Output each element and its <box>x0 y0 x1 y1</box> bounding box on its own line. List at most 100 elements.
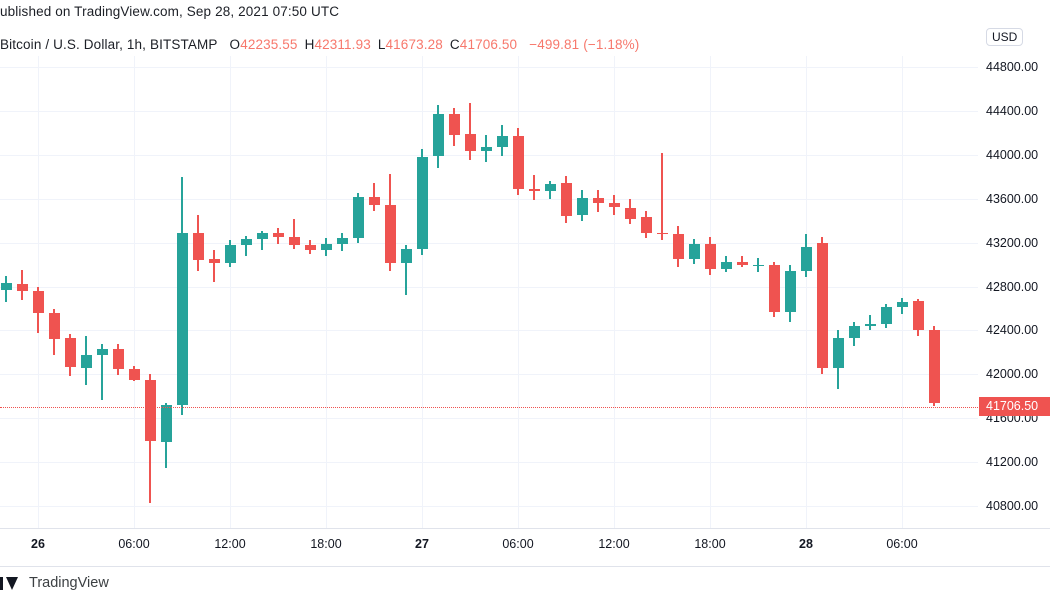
low-key: L <box>377 37 386 52</box>
candle-body <box>848 326 860 339</box>
gridline-vertical <box>422 56 423 528</box>
gridline-vertical <box>518 56 519 528</box>
candle-body <box>624 207 636 219</box>
time-tick-label: 26 <box>31 537 45 551</box>
time-tick-label: 18:00 <box>694 537 726 551</box>
candle-body <box>688 243 700 260</box>
change-value: −499.81 (−1.18%) <box>529 37 640 52</box>
time-tick-label: 27 <box>415 537 429 551</box>
candle-wick <box>261 230 263 251</box>
time-tick-label: 06:00 <box>118 537 150 551</box>
candle-body <box>224 244 236 264</box>
candle-body <box>928 330 940 403</box>
low-value: 41673.28 <box>385 37 443 52</box>
time-axis[interactable]: 26 06:00 12:00 18:00 27 06:00 12:00 18:00 28 06:0… <box>0 529 1050 566</box>
price-tick-label: 44800.00 <box>986 60 1039 74</box>
current-price-badge: 41706.50 <box>979 397 1050 416</box>
gridline-horizontal <box>0 154 978 156</box>
candle-body <box>480 147 492 152</box>
candle-body <box>384 205 396 264</box>
gridline-vertical <box>614 56 615 528</box>
price-tick-label: 40800.00 <box>986 499 1039 513</box>
candle-body <box>160 405 172 443</box>
candle-body <box>448 114 460 136</box>
candle-body <box>896 301 908 308</box>
gridline-horizontal <box>0 506 978 507</box>
candlestick-series <box>0 56 978 528</box>
candle-body <box>560 183 572 217</box>
price-tick-label: 41200.00 <box>986 455 1039 470</box>
candle-body <box>464 133 476 152</box>
candle-body <box>0 283 12 290</box>
close-key: C <box>449 37 460 52</box>
candle-body <box>640 217 652 233</box>
candle-body <box>16 284 28 291</box>
candle-body <box>80 354 92 368</box>
gridline-horizontal <box>0 286 978 288</box>
candle-body <box>608 203 620 208</box>
current-price-line <box>0 406 978 408</box>
candle-body <box>208 259 220 264</box>
gridline-horizontal <box>0 198 978 200</box>
candle-body <box>784 271 796 312</box>
candle-body <box>416 157 428 250</box>
gridline-horizontal <box>0 242 978 244</box>
candle-body <box>64 338 76 367</box>
candle-body <box>96 349 108 355</box>
gridline-horizontal <box>0 67 978 68</box>
candle-body <box>704 243 716 269</box>
gridline-horizontal <box>0 418 978 420</box>
candle-body <box>32 290 44 313</box>
candle-wick <box>101 343 103 400</box>
candle-body <box>912 300 924 331</box>
candle-wick <box>245 236 247 256</box>
tradingview-logo[interactable]: TradingView <box>0 575 109 592</box>
candle-body <box>240 239 252 245</box>
candle-wick <box>869 315 871 331</box>
candle-body <box>304 244 316 251</box>
close-value: 41706.50 <box>459 37 518 52</box>
gridline-horizontal <box>0 110 978 112</box>
gridline-vertical <box>230 56 231 528</box>
candle-body <box>352 196 364 239</box>
price-tick-label: 44400.00 <box>986 103 1039 118</box>
candle-wick <box>405 244 407 296</box>
price-tick-label: 42400.00 <box>986 323 1039 338</box>
gridline-horizontal <box>0 462 978 464</box>
ticker-legend: Bitcoin / U.S. Dollar, 1h, BITSTAMP O4223… <box>0 36 639 54</box>
candle-body <box>768 264 780 312</box>
candle-body <box>880 307 892 324</box>
candle-body <box>368 196 380 206</box>
candle-body <box>592 197 604 204</box>
candle-body <box>432 114 444 156</box>
candle-body <box>400 249 412 264</box>
time-tick-label: 12:00 <box>214 537 246 551</box>
time-tick-label: 18:00 <box>310 537 342 551</box>
price-tick-label: 43200.00 <box>986 235 1039 250</box>
candle-wick <box>469 103 471 161</box>
price-axis[interactable]: 44800.00 44400.00 44000.00 43600.00 43200.00… <box>978 0 1050 566</box>
candle-wick <box>741 255 743 267</box>
candle-body <box>512 136 524 189</box>
time-axis-divider <box>0 528 1050 529</box>
time-tick-label: 06:00 <box>886 537 918 551</box>
high-key: H <box>304 37 315 52</box>
open-key: O <box>229 37 241 52</box>
high-value: 42311.93 <box>314 37 371 52</box>
candle-wick <box>661 152 663 241</box>
footer-divider <box>0 566 1050 567</box>
candle-body <box>832 338 844 368</box>
candle-body <box>48 312 60 340</box>
price-tick-label: 43600.00 <box>986 191 1039 206</box>
candle-body <box>288 237 300 245</box>
candle-body <box>800 247 812 272</box>
candle-body <box>752 264 764 267</box>
time-tick-label: 06:00 <box>502 537 534 551</box>
candle-body <box>672 233 684 259</box>
candle-body <box>816 242 828 368</box>
time-tick-label: 12:00 <box>598 537 630 551</box>
candle-wick <box>293 218 295 250</box>
chart-plot-area[interactable] <box>0 56 978 528</box>
candle-body <box>656 232 668 235</box>
